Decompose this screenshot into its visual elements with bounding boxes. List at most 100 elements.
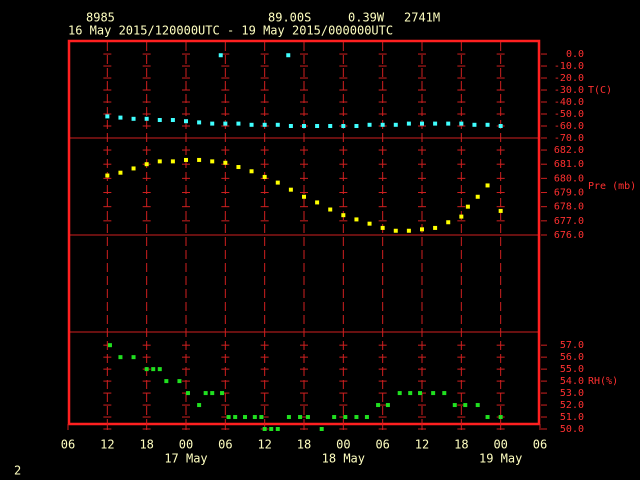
longitude: 0.39W	[348, 11, 385, 25]
point	[452, 403, 457, 408]
point	[262, 174, 267, 179]
point	[463, 403, 468, 408]
point	[210, 391, 215, 396]
point	[393, 228, 398, 233]
y-tick-label: 55.0	[560, 364, 584, 375]
point	[431, 391, 436, 396]
point	[475, 194, 480, 199]
point	[367, 122, 372, 127]
point	[131, 116, 136, 121]
point	[164, 379, 169, 384]
x-tick-label: 06	[61, 438, 75, 452]
y-tick-label: -40.0	[554, 97, 584, 108]
y-tick-label: 679.0	[554, 188, 584, 199]
y-axis-label: Pre (mb)	[588, 181, 636, 192]
point	[442, 391, 447, 396]
point	[185, 391, 190, 396]
point	[197, 403, 202, 408]
point	[406, 121, 411, 126]
point	[197, 157, 202, 162]
point	[157, 118, 162, 123]
point	[485, 183, 490, 188]
point	[305, 415, 310, 420]
y-tick-label: 681.0	[554, 159, 584, 170]
point	[364, 415, 369, 420]
point	[218, 53, 223, 58]
date-label: 18 May	[322, 452, 365, 466]
x-tick-label: 00	[493, 438, 507, 452]
point	[118, 115, 123, 120]
point	[341, 124, 346, 129]
point	[243, 415, 247, 420]
point	[328, 207, 333, 212]
x-tick-label: 12	[257, 438, 271, 452]
point	[418, 391, 423, 396]
page-number: 2	[14, 464, 21, 478]
y-tick-label: 52.0	[560, 400, 584, 411]
y-tick-label: 676.0	[554, 230, 584, 241]
point	[485, 122, 490, 127]
y-tick-label: 50.0	[560, 424, 584, 435]
x-tick-label: 06	[533, 438, 547, 452]
point	[286, 415, 291, 420]
point	[226, 415, 231, 420]
point	[236, 121, 241, 126]
point	[315, 200, 320, 205]
point	[269, 427, 274, 431]
point	[315, 124, 320, 129]
point	[397, 391, 402, 396]
point	[107, 343, 112, 348]
point	[259, 415, 264, 420]
point	[408, 391, 413, 396]
station-id: 8985	[86, 11, 115, 25]
point	[275, 427, 280, 431]
y-tick-label: 57.0	[560, 340, 584, 351]
point	[262, 427, 267, 431]
point	[343, 415, 348, 420]
point	[220, 391, 225, 396]
point	[341, 213, 346, 218]
y-tick-label: 53.0	[560, 388, 584, 399]
y-tick-label: -30.0	[554, 85, 584, 96]
point	[393, 122, 398, 127]
elevation: 2741M	[404, 11, 440, 25]
x-tick-label: 18	[139, 438, 153, 452]
point	[131, 166, 136, 171]
point	[472, 122, 477, 127]
point	[465, 204, 470, 209]
period: 16 May 2015/120000UTC - 19 May 2015/0000…	[68, 24, 393, 38]
point	[298, 415, 303, 420]
point	[223, 121, 228, 126]
x-tick-label: 12	[100, 438, 114, 452]
point	[385, 403, 390, 408]
y-tick-label: 51.0	[560, 412, 584, 423]
point	[498, 208, 503, 213]
y-tick-label: -20.0	[554, 73, 584, 84]
x-tick-label: 00	[179, 438, 193, 452]
x-tick-label: 12	[415, 438, 429, 452]
point	[252, 415, 257, 420]
y-tick-label: 682.0	[554, 145, 584, 156]
y-tick-label: 680.0	[554, 173, 584, 184]
point	[286, 53, 291, 58]
point	[197, 120, 202, 125]
point	[157, 159, 162, 164]
point	[380, 122, 385, 127]
point	[151, 367, 156, 372]
point	[376, 403, 381, 408]
point	[354, 124, 359, 129]
point	[367, 221, 372, 226]
x-tick-label: 06	[218, 438, 232, 452]
point	[105, 114, 110, 119]
point	[332, 415, 337, 420]
point	[288, 124, 293, 129]
point	[354, 415, 359, 420]
point	[446, 121, 451, 126]
point	[249, 169, 254, 174]
point	[406, 228, 411, 233]
y-tick-label: 677.0	[554, 216, 584, 227]
point	[459, 214, 464, 219]
point	[144, 162, 149, 167]
y-axis-label: T(C)	[588, 85, 612, 96]
y-axis-label: RH(%)	[588, 376, 618, 387]
